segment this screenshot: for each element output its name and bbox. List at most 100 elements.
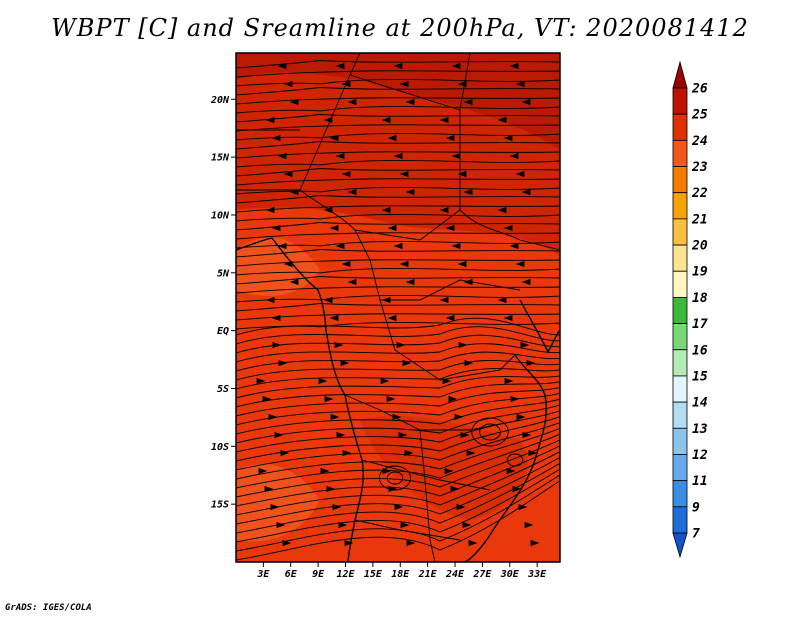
streamline-arrow: [515, 80, 525, 88]
streamline-arrow: [463, 188, 473, 196]
streamline: [236, 186, 560, 195]
streamline-arrow: [393, 152, 403, 160]
streamline-arrow: [457, 170, 467, 178]
streamline-arrow: [399, 80, 409, 88]
streamline: [236, 168, 560, 177]
streamline-arrow: [439, 206, 449, 214]
streamline-arrow: [265, 206, 275, 214]
streamline-arrow: [509, 152, 519, 160]
streamline: [236, 360, 560, 381]
streamlines: [236, 60, 560, 561]
colorbar-label: 26: [691, 82, 708, 97]
streamline: [236, 141, 560, 150]
streamline-arrow: [274, 431, 284, 439]
lat-tick-label: 10N: [211, 210, 230, 221]
colorbar-swatch: [672, 244, 688, 272]
streamline-arrow: [497, 206, 507, 214]
streamline-arrow: [518, 503, 528, 511]
lon-tick-label: 3E: [256, 569, 270, 580]
streamline: [236, 321, 560, 330]
streamline-eddy: [386, 471, 404, 485]
streamline: [236, 368, 560, 390]
streamline-arrow: [268, 413, 278, 421]
streamline-arrow: [451, 62, 461, 70]
colorbar-swatch: [672, 297, 688, 324]
streamline-arrow: [503, 224, 513, 232]
colorbar-label: 24: [691, 134, 708, 149]
streamline-arrow: [515, 170, 525, 178]
streamline-arrow: [271, 134, 281, 142]
streamline: [236, 240, 560, 249]
streamline-arrow: [515, 260, 525, 268]
streamline-arrow: [510, 395, 520, 403]
streamline-arrow: [528, 449, 538, 457]
streamline: [236, 451, 560, 516]
streamline-arrow: [439, 296, 449, 304]
streamline: [236, 343, 560, 363]
lat-tick-label: 10S: [211, 442, 229, 453]
lon-tick-label: 30E: [500, 569, 520, 580]
lon-tick-label: 9E: [312, 569, 325, 580]
streamline-arrow: [451, 242, 461, 250]
streamline-arrow: [463, 98, 473, 106]
country-borders: [236, 53, 560, 562]
streamline-arrow: [516, 413, 526, 421]
streamline: [236, 468, 560, 543]
streamline-arrow: [450, 485, 460, 493]
streamline: [236, 456, 560, 525]
streamline: [236, 213, 560, 222]
streamline: [236, 317, 560, 336]
streamline-arrow: [522, 431, 532, 439]
streamline-arrow: [344, 539, 354, 547]
colorbar-label: 18: [692, 291, 708, 306]
lon-tick-label: 21E: [418, 569, 438, 580]
map-title: WBPT [C] and Sreamline at 200hPa, VT: 20…: [51, 14, 749, 42]
streamline: [236, 97, 560, 105]
streamline-arrow: [283, 170, 293, 178]
streamline-arrow: [457, 260, 467, 268]
map-frame: [235, 52, 561, 563]
streamline-arrow: [258, 467, 268, 475]
streamline-arrow: [335, 62, 345, 70]
colorbar-swatch: [672, 375, 688, 403]
streamline-arrow: [277, 152, 287, 160]
streamline-arrow: [393, 242, 403, 250]
streamline: [236, 445, 560, 507]
streamline-arrow: [381, 116, 391, 124]
colorbar-swatch: [672, 349, 688, 377]
colorbar-label: 12: [692, 448, 708, 463]
streamline-arrow: [289, 278, 299, 286]
streamline-arrow: [329, 134, 339, 142]
colorbar-swatch: [672, 401, 688, 429]
colorbar-swatch: [672, 323, 688, 351]
lat-tick-label: EQ: [217, 326, 229, 337]
streamline-eddy: [479, 423, 501, 441]
streamline-arrow: [524, 521, 534, 529]
coastline-east: [464, 354, 548, 562]
streamline-arrow: [439, 116, 449, 124]
streamline-arrow: [318, 377, 328, 385]
streamline-arrow: [526, 359, 536, 367]
streamline-arrow: [341, 260, 351, 268]
streamline: [236, 267, 560, 276]
streamline-arrow: [347, 98, 357, 106]
streamline-arrow: [335, 242, 345, 250]
streamline-eddy: [471, 417, 509, 447]
colorbar-swatch: [672, 139, 688, 167]
streamline-arrow: [289, 98, 299, 106]
streamline-arrow: [289, 188, 299, 196]
colorbar-label: 21: [691, 212, 708, 227]
colorbar-label: 20: [691, 239, 708, 254]
streamline: [236, 326, 560, 345]
streamline-arrow: [332, 503, 342, 511]
streamline-arrow: [330, 413, 340, 421]
streamline: [236, 249, 560, 258]
streamline: [236, 276, 560, 285]
streamline-arrow: [521, 278, 531, 286]
streamline-arrow: [272, 341, 282, 349]
streamline-arrow: [393, 62, 403, 70]
streamline-arrow: [381, 206, 391, 214]
streamline: [236, 87, 560, 96]
streamline-arrow: [405, 188, 415, 196]
